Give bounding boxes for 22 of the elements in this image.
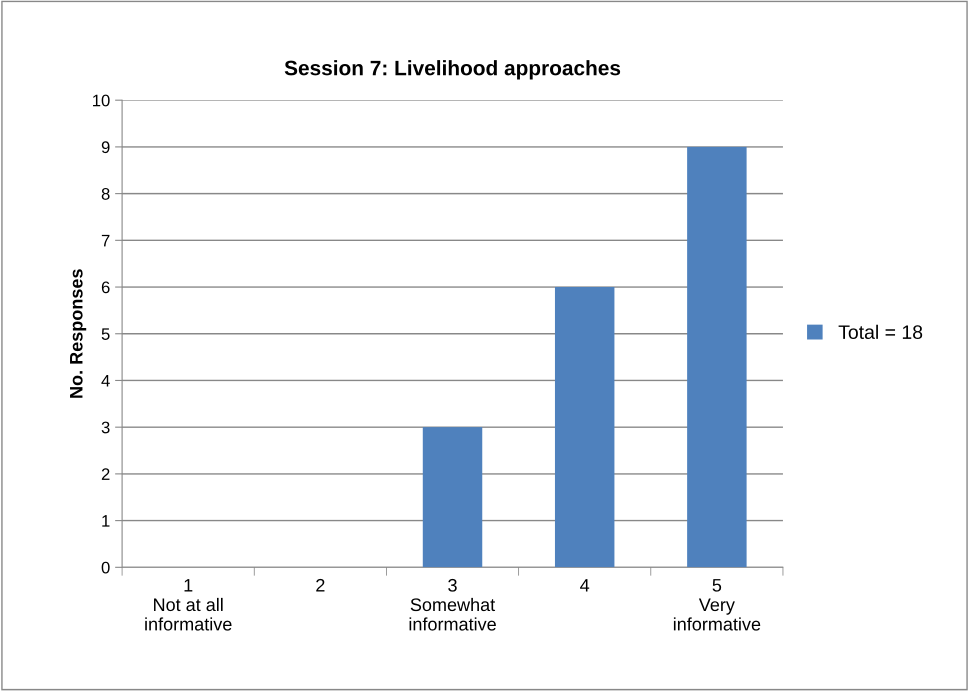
y-tick-label: 7 [102,234,110,246]
y-tick-label: 5 [102,328,110,340]
bar [422,427,482,568]
y-axis-title: No. Responses [70,269,86,398]
y-tick-label: 0 [102,562,110,574]
y-tick-label: 3 [102,422,110,434]
chart-title: Session 7: Livelihood approaches [284,60,620,80]
bar [687,146,747,568]
bar [554,287,614,568]
x-tick-label: 4 [580,579,590,592]
y-tick-label: 1 [102,515,110,527]
y-tick-label: 2 [102,468,110,480]
x-tick-label: 3 Somewhat informative [410,578,496,631]
x-tick-label: 1 Not at all informative [145,579,232,631]
legend-label: Total = 18 [838,324,922,340]
y-tick-label: 10 [93,94,110,106]
y-tick-label: 4 [101,375,110,387]
y-tick-label: 9 [102,141,110,154]
y-tick-label: 8 [102,188,110,200]
x-tick-label: 5 Very informative [674,579,760,631]
x-tick-label: 2 [316,578,324,592]
y-tick-label: 6 [102,281,110,294]
